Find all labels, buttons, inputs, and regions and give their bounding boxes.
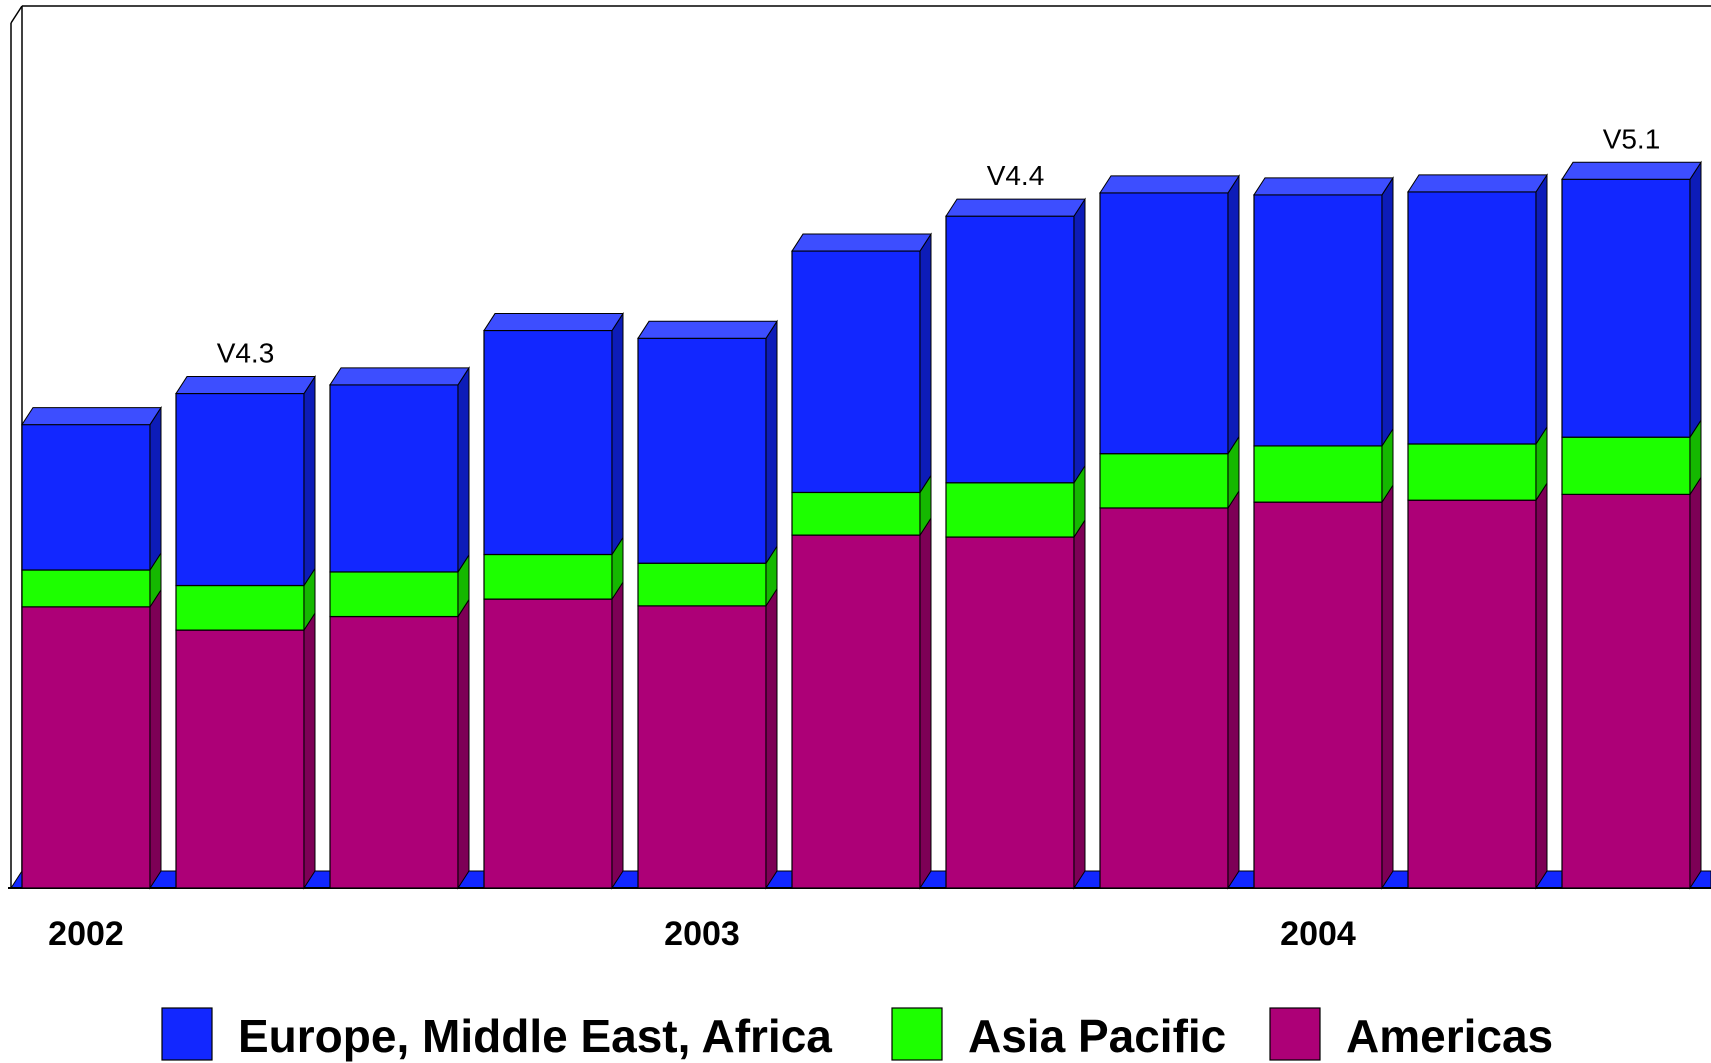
bar-segment-side: [303, 374, 316, 588]
bar-stack: [1253, 176, 1394, 890]
bar-segment: [21, 606, 151, 889]
bar-segment-side: [1073, 197, 1086, 485]
bar-segment-side: [457, 366, 470, 574]
legend-swatch: [1269, 1007, 1321, 1061]
bar-segment: [637, 562, 767, 607]
bar-segment-top: [1561, 161, 1702, 180]
bar-segment-side: [765, 319, 778, 565]
bar-segment-side: [1689, 475, 1702, 890]
bar-segment: [1253, 445, 1383, 503]
bar-stacks: [21, 160, 1702, 890]
bar-stack: [791, 232, 932, 890]
bar-segment: [483, 553, 613, 600]
bar-segment: [945, 482, 1075, 538]
bar-stack: [329, 366, 470, 890]
version-annotation: V4.3: [217, 338, 275, 369]
bar-segment-top: [1407, 174, 1548, 193]
legend-label: Asia Pacific: [968, 1010, 1226, 1062]
bar-segment: [1561, 493, 1691, 889]
bar-segment-side: [611, 580, 624, 890]
bar-segment-side: [457, 597, 470, 890]
bar-segment-top: [945, 198, 1086, 217]
bar-segment-top: [1253, 177, 1394, 196]
bar-stack: [1561, 160, 1702, 890]
bar-segment-top: [329, 367, 470, 386]
x-tick-label: 2004: [1280, 915, 1356, 953]
bar-segment: [1099, 453, 1229, 509]
version-annotation: V4.4: [987, 160, 1045, 191]
bar-segment-top: [637, 320, 778, 339]
bar-segment: [1407, 499, 1537, 889]
bar-segment-top: [483, 313, 624, 332]
bar-segment-side: [1073, 518, 1086, 890]
bar-segment-top: [1099, 175, 1240, 194]
chart-legend: Europe, Middle East, Africa Asia Pacific A…: [161, 1007, 1553, 1062]
bar-segment: [1099, 192, 1229, 455]
bar-segment: [175, 392, 305, 587]
bar-segment: [1253, 501, 1383, 889]
legend-swatch: [161, 1007, 213, 1061]
bar-segment: [175, 584, 305, 631]
bar-segment: [21, 569, 151, 608]
bar-segment-side: [1689, 160, 1702, 439]
version-annotation: V5.1: [1603, 123, 1661, 154]
legend-label: Europe, Middle East, Africa: [238, 1010, 832, 1062]
bar-stack: [945, 197, 1086, 890]
bar-segment: [791, 491, 921, 536]
bar-segment: [1407, 191, 1537, 445]
bar-segment: [1407, 443, 1537, 501]
bar-segment-side: [1227, 489, 1240, 890]
legend-swatch: [891, 1007, 943, 1061]
bar-segment-side: [149, 588, 162, 890]
bar-stack: [637, 319, 778, 890]
bar-segment-side: [1381, 483, 1394, 890]
bar-segment: [791, 250, 921, 494]
bar-segment: [945, 536, 1075, 889]
bar-segment: [637, 337, 767, 564]
bar-segment-side: [611, 311, 624, 557]
bar-segment: [1099, 507, 1229, 889]
bar-segment-side: [303, 611, 316, 890]
bar-segment-top: [791, 233, 932, 252]
bar-segment-side: [1227, 174, 1240, 456]
bar-segment: [1561, 436, 1691, 495]
bar-segment: [483, 329, 613, 556]
bar-segment: [329, 571, 459, 618]
bar-segment: [329, 384, 459, 573]
bar-segment: [637, 605, 767, 889]
bar-segment-side: [919, 232, 932, 495]
bar-segment-side: [919, 516, 932, 890]
y-axis-top-edge: [10, 5, 23, 24]
bar-stack: [175, 374, 316, 890]
bar-segment: [329, 615, 459, 889]
bar-segment-side: [149, 405, 162, 572]
bar-segment-side: [765, 587, 778, 890]
bar-segment-top: [21, 407, 162, 426]
chart-labels: V4.3 V4.4 V5.1 2002 2003 2004: [48, 123, 1660, 953]
bar-segment: [1253, 194, 1383, 447]
bar-segment-side: [1535, 481, 1548, 890]
bar-stack: [483, 311, 624, 890]
bar-segment: [175, 629, 305, 889]
bar-segment: [945, 215, 1075, 484]
bar-segment: [1561, 178, 1691, 438]
x-tick-label: 2002: [48, 915, 124, 953]
x-tick-label: 2003: [664, 915, 740, 953]
bar-stack: [1407, 173, 1548, 890]
bar-segment: [21, 423, 151, 571]
bar-segment-side: [1381, 176, 1394, 448]
bar-segment: [483, 598, 613, 889]
bar-segment: [791, 534, 921, 889]
bar-stack: [1099, 174, 1240, 890]
legend-label: Americas: [1346, 1010, 1553, 1062]
bar-segment-side: [1535, 173, 1548, 446]
bar-segment-top: [175, 376, 316, 395]
bar-stack: [21, 405, 162, 890]
